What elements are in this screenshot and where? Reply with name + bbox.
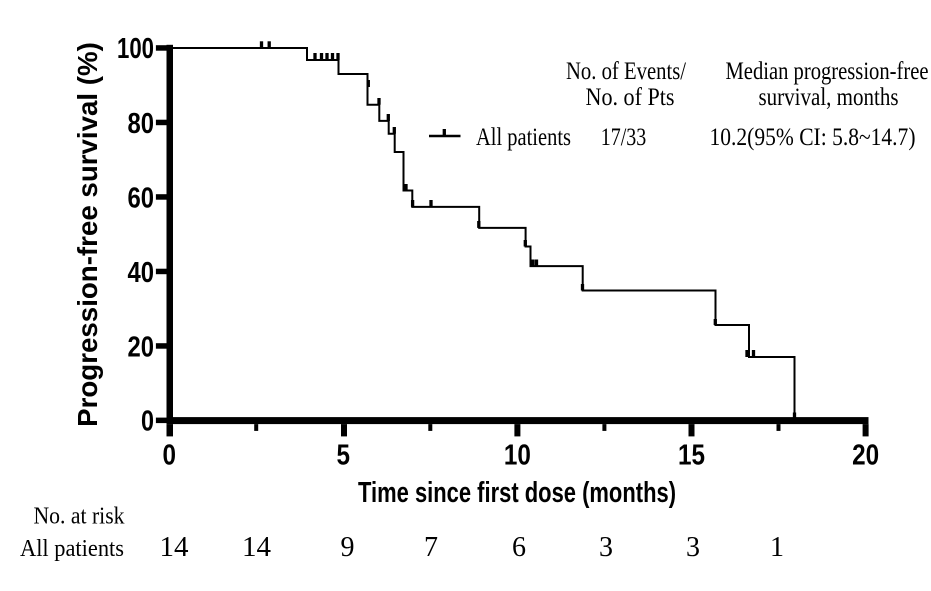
svg-text:9: 9: [341, 532, 355, 563]
svg-text:100: 100: [117, 33, 154, 65]
svg-text:Progression-free survival (%): Progression-free survival (%): [72, 42, 103, 427]
svg-text:14: 14: [160, 532, 189, 563]
svg-text:No. of Events/: No. of Events/: [566, 56, 687, 85]
svg-text:No. at risk: No. at risk: [34, 504, 125, 530]
svg-text:All patients: All patients: [476, 122, 571, 151]
svg-text:14: 14: [242, 532, 271, 563]
svg-text:6: 6: [512, 532, 526, 563]
svg-text:7: 7: [424, 532, 438, 563]
svg-text:Time since first dose (months): Time since first dose (months): [358, 477, 676, 509]
svg-text:10.2(95% CI: 5.8~14.7): 10.2(95% CI: 5.8~14.7): [710, 122, 916, 151]
svg-text:0: 0: [141, 406, 154, 438]
svg-text:80: 80: [128, 108, 155, 140]
svg-text:20: 20: [852, 440, 879, 472]
svg-text:60: 60: [128, 183, 155, 215]
svg-text:5: 5: [337, 440, 351, 472]
svg-text:40: 40: [128, 257, 155, 289]
svg-text:10: 10: [504, 440, 531, 472]
svg-text:1: 1: [770, 532, 784, 563]
svg-text:20: 20: [128, 332, 155, 364]
svg-text:17/33: 17/33: [601, 122, 647, 151]
svg-text:3: 3: [686, 532, 700, 563]
svg-text:All patients: All patients: [20, 536, 124, 562]
svg-text:Median progression-free: Median progression-free: [726, 56, 929, 85]
svg-text:No. of Pts: No. of Pts: [586, 82, 675, 111]
svg-text:0: 0: [162, 440, 176, 472]
svg-text:3: 3: [599, 532, 613, 563]
svg-text:survival, months: survival, months: [759, 82, 899, 111]
svg-text:15: 15: [678, 440, 705, 472]
